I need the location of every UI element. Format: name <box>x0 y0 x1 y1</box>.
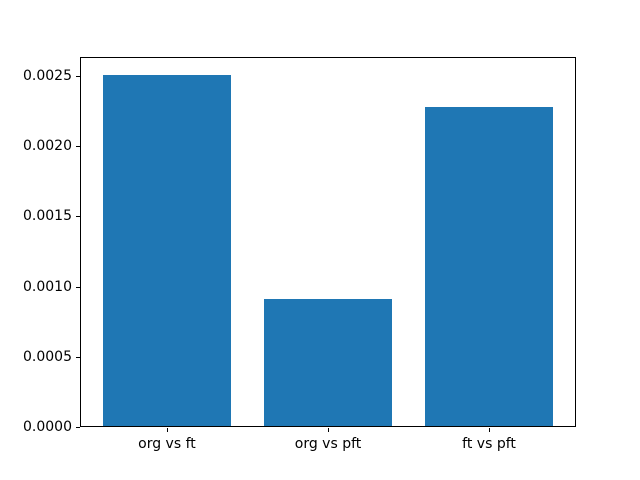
x-tick-mark <box>328 428 329 432</box>
y-tick-mark <box>76 427 80 428</box>
bar-org-vs-pft <box>263 299 393 427</box>
y-tick-mark <box>76 356 80 358</box>
x-tick-mark <box>166 428 168 432</box>
x-tick-label: ft vs pft <box>462 436 516 452</box>
x-tick-label: org vs pft <box>294 436 362 452</box>
y-tick-mark <box>76 286 80 288</box>
y-tick-mark <box>76 146 80 148</box>
y-tick-label: 0.0025 <box>23 68 72 85</box>
y-tick-mark <box>76 76 80 78</box>
x-tick-label: org vs ft <box>138 436 196 452</box>
y-tick-label: 0.0020 <box>23 138 72 155</box>
y-tick-label: 0.0000 <box>23 419 72 435</box>
y-tick-mark <box>76 216 80 218</box>
y-tick-label: 0.0010 <box>23 278 72 295</box>
y-tick-label: 0.0005 <box>23 348 72 365</box>
x-tick-mark <box>489 428 491 432</box>
bar-org-vs-ft <box>102 74 232 427</box>
bar-ft-vs-pft <box>424 106 554 427</box>
y-tick-label: 0.0015 <box>23 208 72 225</box>
